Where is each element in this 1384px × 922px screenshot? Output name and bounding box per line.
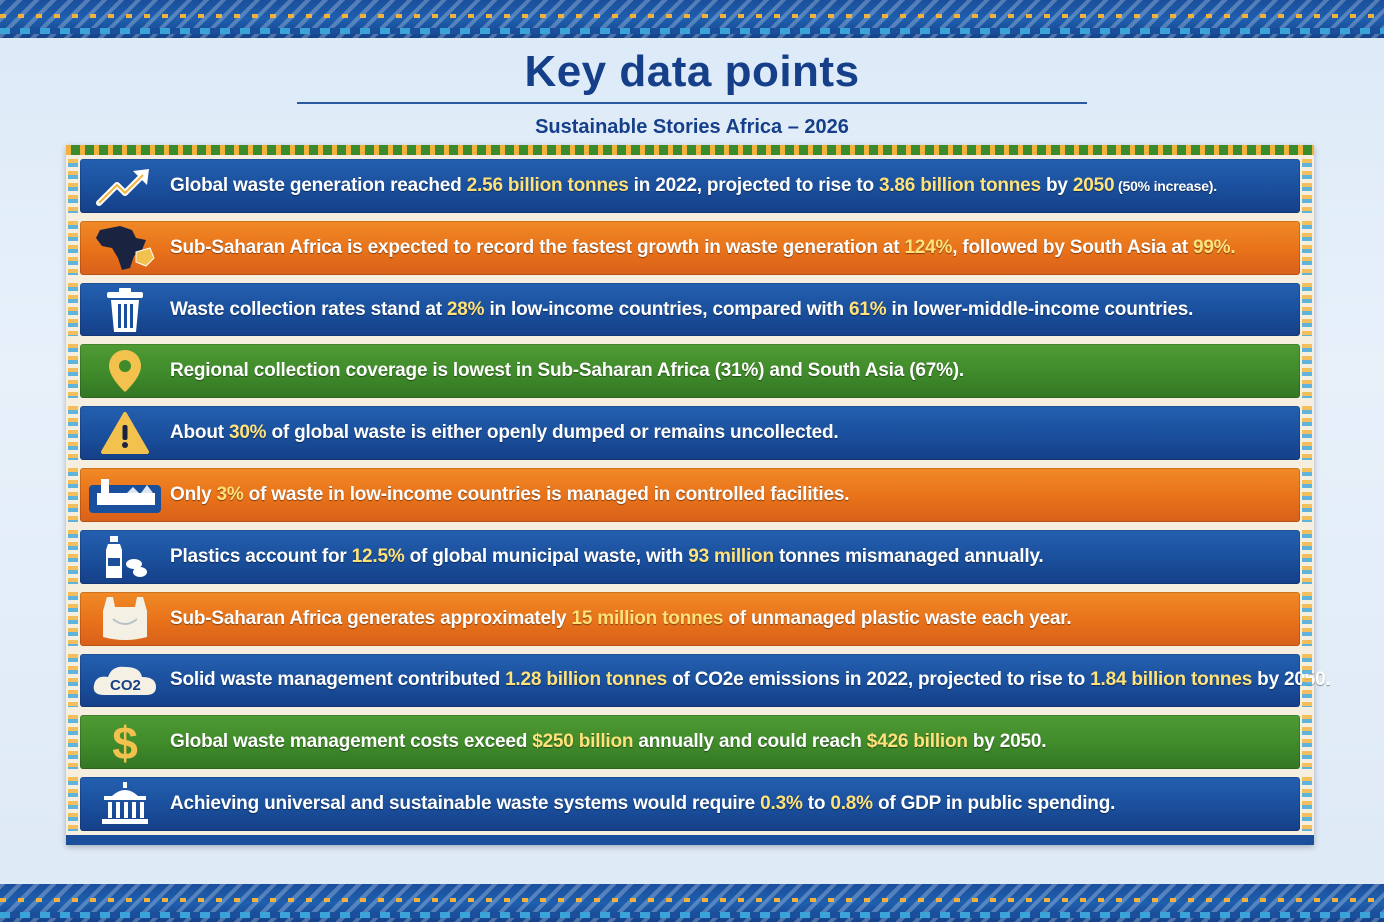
data-point-text: Plastics account for 12.5% of global mun… [170,546,1044,568]
highlighted-figure: 124% [904,236,953,258]
africa-map-icon [80,222,170,274]
dollar-sign-icon: $ [80,717,170,767]
text-segment: of global municipal waste, with [404,545,689,567]
highlighted-figure: 2.56 billion tonnes [466,174,629,196]
svg-text:$: $ [112,717,138,767]
highlighted-figure: 93 million [688,545,774,567]
text-segment: Waste collection rates stand at [170,298,447,320]
text-segment: , followed by South Asia at [952,236,1193,258]
text-segment: Only [170,483,217,505]
trash-bin-icon [80,286,170,334]
text-segment: by [1040,174,1073,196]
highlighted-figure: 3.86 billion tonnes [878,174,1041,196]
data-point-row: Sub-Saharan Africa is expected to record… [68,220,1312,275]
text-segment: tonnes mismanaged annually. [773,545,1044,567]
text-segment: Global waste generation reached [170,174,467,196]
page-subtitle: Sustainable Stories Africa – 2026 [535,116,849,138]
text-segment: Sub-Saharan Africa generates approximate… [170,607,572,629]
highlighted-figure: 12.5% [351,545,405,567]
text-segment: to [802,793,831,815]
plastic-bag-icon [80,593,170,645]
text-segment: in lower-middle-income countries. [886,298,1194,320]
text-segment: Plastics account for [170,545,352,567]
text-segment: of waste in low-income countries is mana… [243,483,850,505]
data-point-row: Sub-Saharan Africa generates approximate… [68,591,1312,646]
data-point-text: Sub-Saharan Africa generates approximate… [170,608,1072,630]
highlighted-figure: 61% [849,298,887,320]
text-segment: in 2022, projected to rise to [628,174,879,196]
text-segment: (50% increase). [1114,177,1217,194]
text-segment: in low-income countries, compared with [484,298,850,320]
top-decorative-band [0,0,1384,38]
co2-cloud-icon: CO2 [80,659,170,701]
text-segment: Achieving universal and sustainable wast… [170,793,761,815]
data-point-row: Waste collection rates stand at 28% in l… [68,282,1312,337]
data-point-row: Only 3% of waste in low-income countries… [68,468,1312,522]
text-segment: Global waste management costs exceed [170,731,533,753]
data-point-text: Achieving universal and sustainable wast… [170,793,1115,815]
highlighted-figure: $250 billion [532,731,634,753]
data-point-text: About 30% of global waste is either open… [170,422,839,444]
highlighted-figure: 3% [216,483,244,505]
waste-facility-icon [80,475,170,515]
highlighted-figure: 30% [228,422,267,444]
highlighted-figure: 0.3% [760,793,803,815]
text-segment: Regional collection coverage is lowest i… [170,360,964,382]
header: Key data points Sustainable Stories Afri… [0,44,1384,139]
co2-label: CO2 [110,677,141,694]
trending-up-arrow-icon [80,163,170,209]
data-point-text: Sub-Saharan Africa is expected to record… [170,236,1236,259]
text-segment: of global waste is either openly dumped … [266,422,839,444]
plastic-bottle-icon [80,534,170,580]
data-point-text: Only 3% of waste in low-income countries… [170,483,850,506]
warning-triangle-icon [80,411,170,455]
text-segment: by 2050. [1252,669,1331,691]
highlighted-figure: 1.28 billion tonnes [505,669,668,691]
text-segment: of unmanaged plastic waste each year. [723,607,1072,629]
data-points-list: Global waste generation reached 2.56 bil… [66,159,1331,831]
data-point-row: $ Global waste management costs exceed $2… [68,715,1312,770]
data-point-row: Plastics account for 12.5% of global mun… [68,529,1312,584]
highlighted-figure: 0.8% [830,793,873,815]
highlighted-figure: 15 million tonnes [571,607,724,629]
data-point-text: Waste collection rates stand at 28% in l… [170,299,1193,321]
text-segment: of CO2e emissions in 2022, projected to … [667,669,1091,691]
data-point-row: Global waste generation reached 2.56 bil… [68,159,1312,213]
data-point-text: Solid waste management contributed 1.28 … [170,669,1331,691]
data-points-board: Global waste generation reached 2.56 bil… [66,145,1331,845]
data-point-row: Achieving universal and sustainable wast… [68,777,1312,831]
highlighted-figure: 1.84 billion tonnes [1090,669,1253,691]
highlighted-figure: 28% [446,298,485,320]
page-title: Key data points [524,47,860,96]
text-segment: Sub-Saharan Africa is expected to record… [170,236,905,258]
title-divider [297,102,1087,104]
data-point-text: Regional collection coverage is lowest i… [170,360,964,382]
government-building-icon [80,782,170,826]
text-segment: by 2050. [967,731,1047,753]
highlighted-figure: $426 billion [866,731,968,753]
highlighted-figure: 99%. [1192,236,1236,258]
data-point-text: Global waste management costs exceed $25… [170,731,1046,753]
bottom-decorative-band [0,884,1384,922]
text-segment: Solid waste management contributed [170,669,506,691]
highlighted-figure: 2050 [1072,174,1115,196]
text-segment: annually and could reach [633,731,867,753]
data-point-text: Global waste generation reached 2.56 bil… [170,175,1217,197]
data-point-row: About 30% of global waste is either open… [68,406,1312,461]
data-point-row: CO2 Solid waste management contributed 1.… [68,653,1331,708]
text-segment: About [170,422,229,444]
location-pin-icon [80,348,170,394]
data-point-row: Regional collection coverage is lowest i… [68,344,1312,399]
text-segment: of GDP in public spending. [872,793,1116,815]
